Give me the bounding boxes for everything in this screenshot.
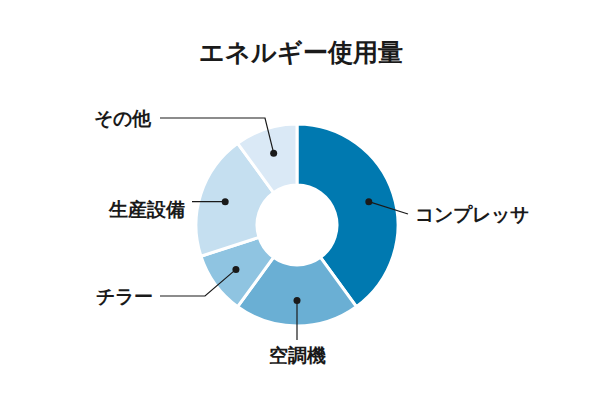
leader-line — [160, 118, 274, 153]
slice-label: 生産設備 — [108, 198, 185, 220]
slice-label: 空調機 — [269, 344, 326, 366]
slice-label: チラー — [96, 285, 153, 307]
title: エネルギー使用量 — [199, 38, 403, 67]
labels: コンプレッサ空調機 チラー 生産設備 その他 — [94, 107, 529, 366]
slice-label: コンプレッサ — [415, 203, 529, 225]
slice — [238, 124, 297, 193]
leader-dot — [232, 266, 239, 273]
slices — [196, 124, 398, 326]
chart: エネルギー使用量コンプレッサ空調機 チラー 生産設備 その他 — [0, 0, 603, 402]
leader-dot — [222, 198, 229, 205]
leader-dot — [270, 150, 277, 157]
leader-dot — [365, 198, 372, 205]
leader-line — [192, 201, 225, 202]
leader-dot — [294, 297, 301, 304]
slice-label: その他 — [94, 107, 152, 129]
leader-line — [369, 202, 408, 214]
leader-line — [160, 269, 236, 296]
leader-line — [296, 301, 297, 341]
